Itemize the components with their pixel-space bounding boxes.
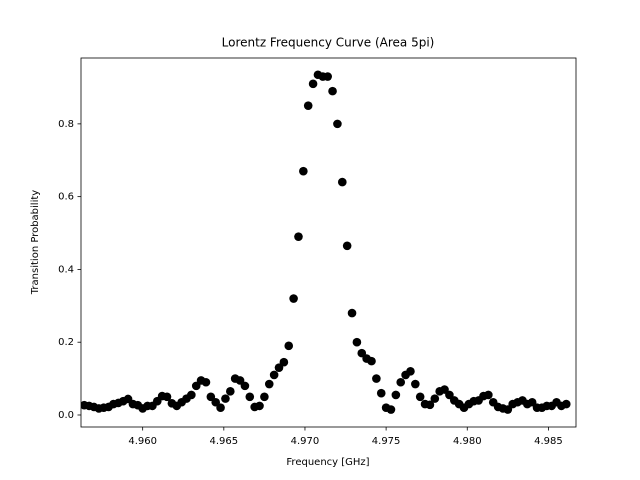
y-tick-label: 0.8	[58, 119, 74, 130]
point	[240, 381, 250, 391]
point	[406, 367, 415, 376]
x-tick-label: 4.960	[128, 436, 157, 447]
point	[187, 390, 196, 400]
y-tick-label: 0.6	[58, 192, 74, 203]
point	[162, 392, 172, 402]
point	[264, 379, 274, 389]
point	[201, 377, 211, 387]
point	[352, 337, 362, 347]
point	[308, 79, 318, 89]
point	[386, 405, 396, 414]
point	[260, 392, 269, 402]
point	[245, 392, 255, 402]
point	[425, 400, 435, 410]
point	[376, 388, 386, 398]
point	[279, 357, 289, 367]
x-tick-label: 4.965	[209, 436, 238, 447]
x-axis-label: Frequency [GHz]	[286, 457, 369, 468]
point	[396, 377, 406, 387]
x-tick-label: 4.970	[291, 436, 320, 447]
x-tick-label: 4.975	[372, 436, 401, 447]
point	[328, 86, 337, 96]
point	[289, 294, 298, 303]
y-axis-label: Transition Probability	[30, 190, 41, 295]
point	[216, 403, 225, 413]
point	[372, 374, 381, 383]
point	[303, 101, 313, 110]
point	[391, 390, 401, 400]
point	[411, 379, 420, 389]
point	[415, 392, 425, 402]
point	[226, 387, 235, 396]
point	[255, 401, 264, 411]
point	[342, 241, 352, 251]
point	[269, 370, 279, 380]
x-tick-label: 4.985	[534, 436, 563, 447]
point	[484, 390, 493, 400]
point	[294, 232, 303, 241]
y-tick-label: 0.2	[58, 337, 74, 348]
point	[221, 394, 230, 403]
point	[561, 399, 571, 409]
point	[367, 356, 376, 366]
point	[347, 308, 357, 318]
x-tick-label: 4.980	[453, 436, 482, 447]
point	[299, 166, 308, 176]
point	[337, 177, 347, 187]
plot-frame	[80, 57, 577, 428]
point	[333, 119, 342, 129]
point	[284, 341, 294, 351]
y-tick-label: 0.4	[58, 264, 74, 275]
y-tick-label: 0.0	[58, 410, 74, 421]
point	[323, 72, 332, 81]
chart-title: Lorentz Frequency Curve (Area 5pi)	[222, 36, 435, 50]
point	[430, 394, 440, 403]
